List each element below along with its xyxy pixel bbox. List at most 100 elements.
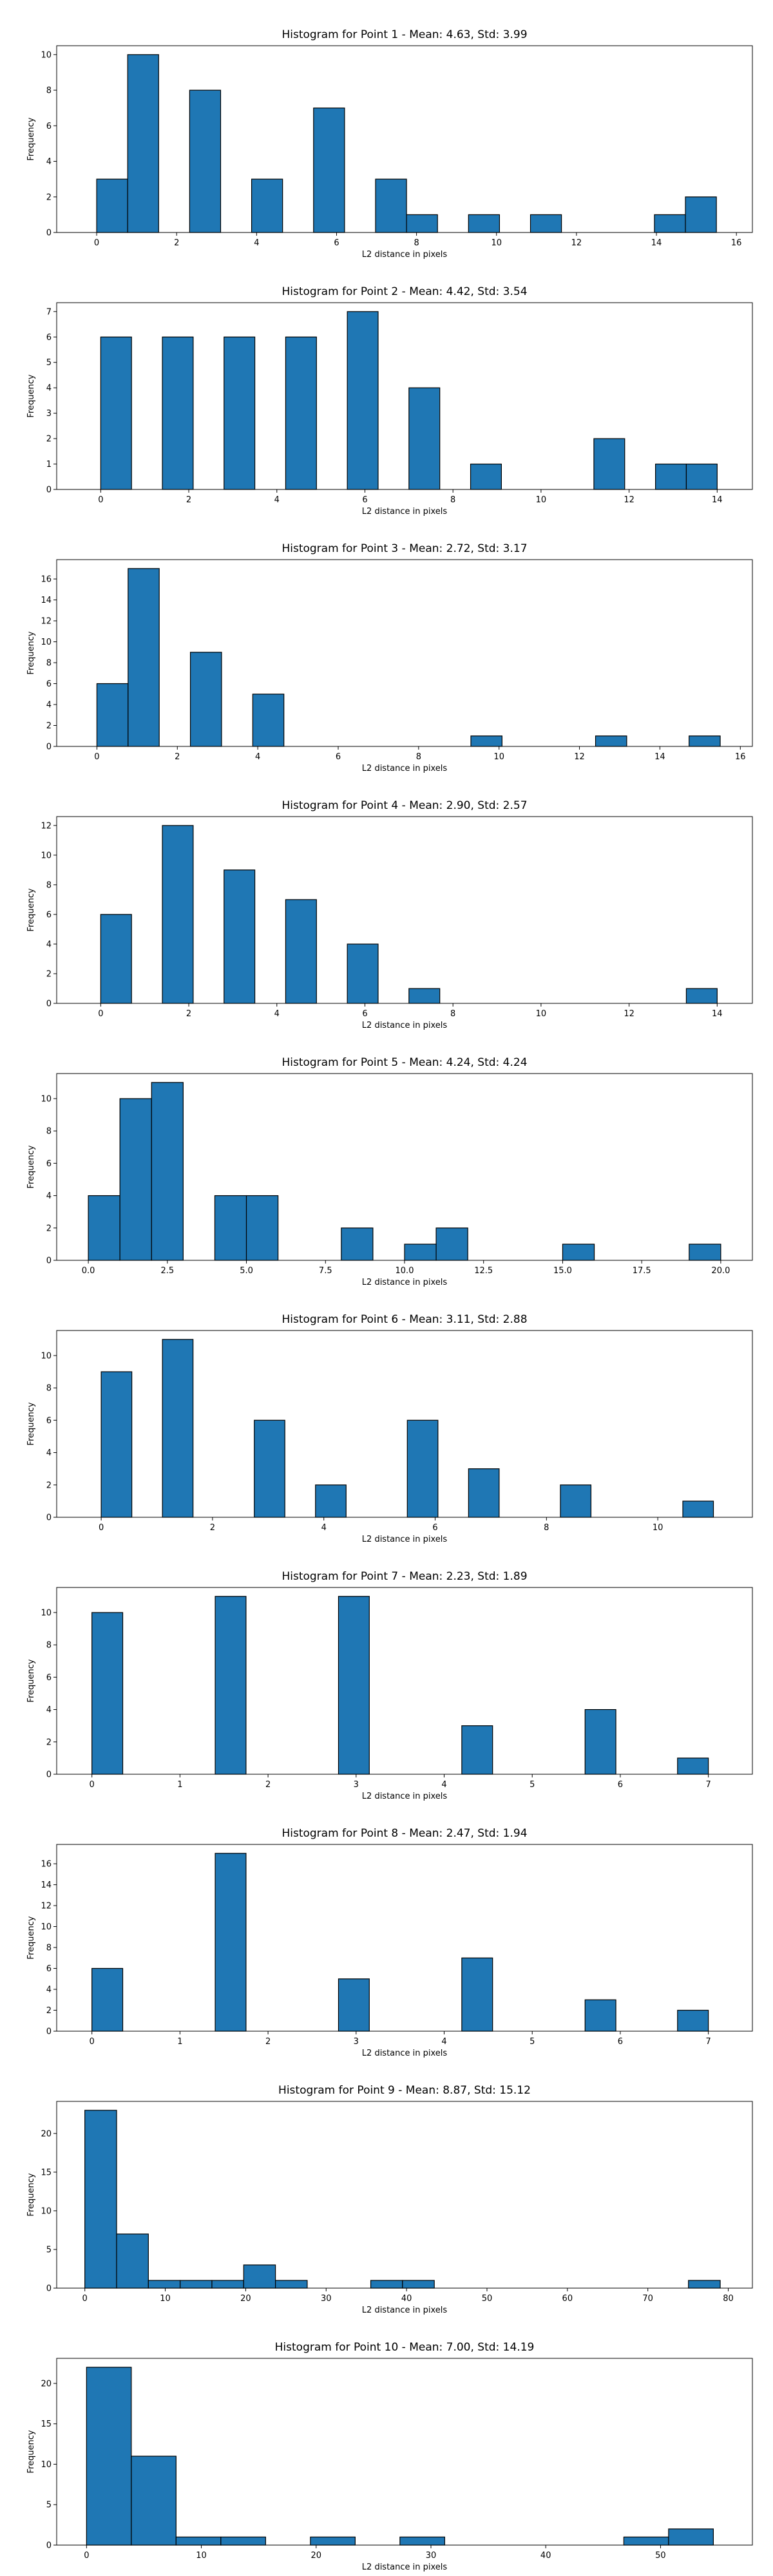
histogram-bar (468, 214, 501, 233)
chart-title: Histogram for Point 3 - Mean: 2.72, Std:… (282, 542, 527, 555)
histogram-bar (86, 2367, 132, 2546)
x-tick-label: 6 (336, 752, 341, 762)
x-tick-label: 8 (414, 238, 419, 248)
x-tick-label: 10 (491, 238, 502, 248)
x-tick-label: 6 (432, 1523, 437, 1533)
y-tick-label: 0 (46, 743, 52, 752)
x-tick-label: 20.0 (711, 1266, 730, 1276)
x-tick-label: 8 (416, 752, 421, 762)
histogram-bar (215, 1853, 247, 2032)
x-tick-label: 6 (362, 1009, 367, 1019)
histogram-bar (399, 2536, 445, 2546)
histogram-bar (100, 1371, 133, 1518)
x-tick-label: 12 (624, 1009, 635, 1019)
x-tick-label: 4 (255, 752, 260, 762)
y-tick-label: 10 (41, 1608, 52, 1618)
x-tick-label: 6 (618, 2037, 623, 2047)
x-tick-label: 60 (562, 2294, 573, 2304)
x-tick-label: 2 (186, 495, 191, 505)
y-tick-label: 1 (46, 460, 52, 469)
histogram-bar (584, 1999, 616, 2032)
x-tick-label: 14 (712, 1009, 723, 1019)
x-tick-label: 0 (90, 2037, 95, 2047)
x-tick-label: 12 (574, 752, 585, 762)
y-tick-label: 2 (46, 1481, 52, 1490)
histogram-bar (180, 2280, 213, 2289)
x-tick-label: 0 (99, 1523, 104, 1533)
x-tick-label: 6 (334, 238, 339, 248)
plot-frame (56, 559, 753, 747)
x-axis-label: L2 distance in pixels (362, 1278, 448, 1287)
y-axis-label: Frequency (26, 374, 36, 417)
x-tick-label: 3 (354, 2037, 359, 2047)
x-tick-label: 3 (354, 1780, 359, 1790)
histogram-bar (91, 1612, 124, 1775)
histogram-bar (315, 1484, 347, 1518)
histogram-bar (654, 214, 686, 233)
y-tick-label: 4 (46, 1705, 52, 1715)
y-tick-label: 2 (46, 1224, 52, 1233)
y-tick-label: 2 (46, 193, 52, 202)
x-axis-label: L2 distance in pixels (362, 250, 448, 260)
histogram-bar (685, 988, 718, 1004)
x-tick-label: 10.0 (396, 1266, 414, 1276)
y-axis-label: Frequency (26, 888, 36, 931)
x-axis-label: L2 distance in pixels (362, 2049, 448, 2058)
x-tick-label: 40 (540, 2551, 551, 2561)
y-tick-label: 10 (41, 1922, 52, 1932)
y-tick-label: 4 (46, 1985, 52, 1995)
x-tick-label: 12 (571, 238, 582, 248)
y-tick-label: 15 (41, 2168, 52, 2177)
histogram-bar (341, 1227, 374, 1261)
y-tick-label: 4 (46, 940, 52, 949)
chart-title: Histogram for Point 4 - Mean: 2.90, Std:… (282, 799, 527, 812)
histogram-bar (689, 735, 721, 747)
histogram-panel-1: Histogram for Point 1 - Mean: 4.63, Std:… (26, 28, 753, 260)
x-tick-label: 1 (177, 2037, 182, 2047)
y-tick-label: 10 (41, 638, 52, 647)
y-tick-label: 8 (46, 1944, 52, 1953)
y-tick-label: 5 (46, 2501, 52, 2510)
y-tick-label: 15 (41, 2420, 52, 2429)
y-axis-label: Frequency (26, 1402, 36, 1445)
x-tick-label: 0 (94, 238, 99, 248)
y-tick-label: 20 (41, 2129, 52, 2139)
y-tick-label: 0 (46, 2284, 52, 2294)
histogram-bar (189, 652, 222, 747)
x-axis-label: L2 distance in pixels (362, 2306, 448, 2315)
histogram-bar (84, 2110, 117, 2289)
histogram-panel-3: Histogram for Point 3 - Mean: 2.72, Std:… (26, 542, 753, 773)
y-axis-label: Frequency (26, 1145, 36, 1188)
histogram-bar (668, 2528, 714, 2546)
histogram-bar (243, 2264, 276, 2289)
histogram-bar (214, 1195, 247, 1261)
y-tick-label: 6 (46, 910, 52, 920)
histogram-bar (189, 90, 222, 233)
histogram-panel-2: Histogram for Point 2 - Mean: 4.42, Std:… (26, 285, 753, 516)
x-tick-label: 10 (160, 2294, 171, 2304)
x-tick-label: 4 (441, 2037, 446, 2047)
y-axis-label: Frequency (26, 1916, 36, 1959)
histogram-bar (285, 899, 317, 1004)
plot-frame (56, 45, 753, 233)
x-tick-label: 1 (177, 1780, 182, 1790)
chart-title: Histogram for Point 10 - Mean: 7.00, Std… (275, 2341, 535, 2354)
plot-frame (56, 1844, 753, 2032)
histogram-bar (685, 196, 717, 233)
y-tick-label: 4 (46, 1191, 52, 1201)
histogram-bar (593, 438, 625, 490)
histogram-panel-6: Histogram for Point 6 - Mean: 3.11, Std:… (26, 1313, 753, 1544)
x-axis-label: L2 distance in pixels (362, 507, 448, 516)
x-tick-label: 4 (254, 238, 259, 248)
y-axis-label: Frequency (26, 2430, 36, 2473)
x-tick-label: 20 (240, 2294, 251, 2304)
histogram-bar (285, 336, 317, 490)
histogram-bar (151, 1082, 184, 1261)
x-axis-label: L2 distance in pixels (362, 2562, 448, 2572)
chart-title: Histogram for Point 2 - Mean: 4.42, Std:… (282, 285, 527, 298)
histogram-bar (347, 311, 379, 490)
y-axis-label: Frequency (26, 631, 36, 674)
histogram-bar (128, 568, 160, 747)
x-tick-label: 10 (653, 1523, 663, 1533)
